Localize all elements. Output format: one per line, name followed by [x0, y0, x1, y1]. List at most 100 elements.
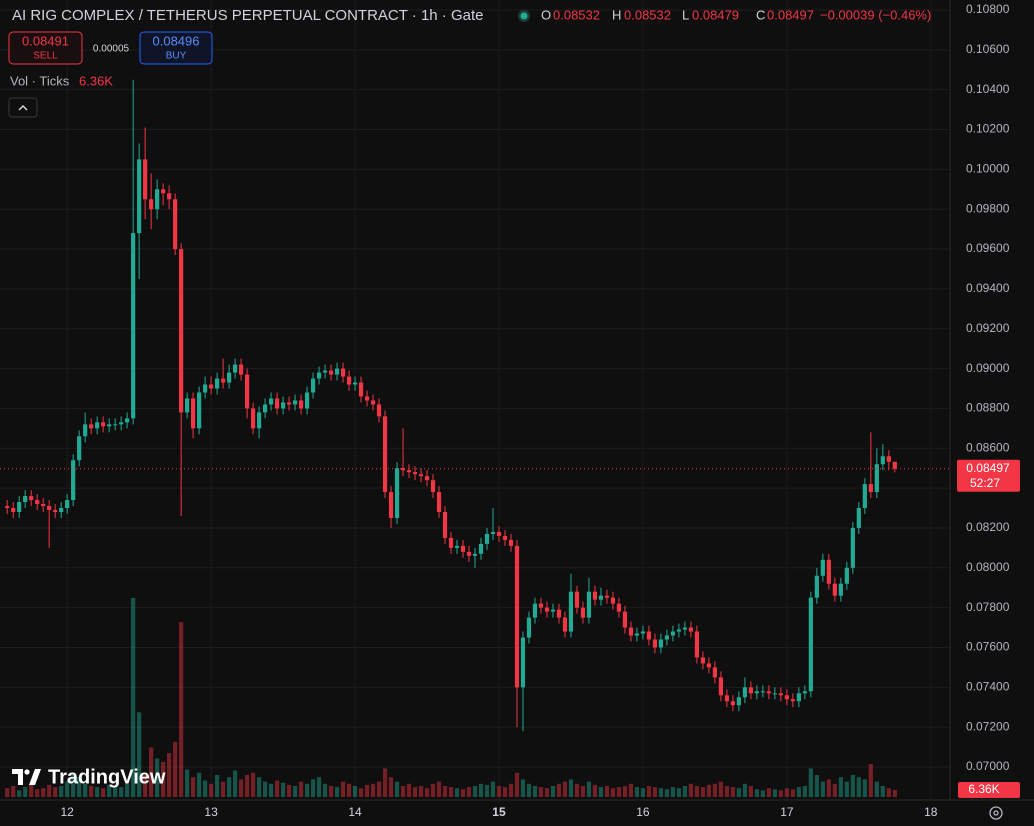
volume-bar	[862, 779, 867, 797]
volume-bar	[706, 784, 712, 797]
candle-body	[556, 609, 562, 618]
volume-bar	[814, 775, 819, 797]
volume-bar	[454, 788, 460, 797]
settings-icon	[993, 810, 999, 816]
candle-body	[334, 368, 340, 375]
volume-bar	[718, 781, 723, 797]
volume-bar	[472, 786, 478, 797]
volume-bar	[203, 780, 208, 797]
volume-bar	[448, 787, 454, 797]
volume-bar	[268, 783, 274, 797]
volume-bar	[89, 786, 94, 797]
volume-bar	[29, 783, 34, 797]
x-tick-label: 13	[204, 805, 218, 819]
volume-bar	[670, 787, 676, 797]
volume-bar	[370, 783, 376, 797]
volume-bar	[244, 775, 250, 797]
settings-button[interactable]	[989, 806, 1003, 820]
candle-body	[5, 506, 10, 509]
volume-bar	[652, 787, 658, 797]
candle-body	[370, 400, 376, 405]
candle-body	[388, 492, 394, 518]
candle-body	[652, 639, 658, 648]
candle-body	[412, 472, 418, 475]
candle-body	[376, 404, 382, 417]
volume-bar	[143, 775, 148, 797]
candle-body	[472, 553, 478, 556]
volume-bar	[352, 786, 358, 797]
volume-bar	[628, 783, 634, 797]
candle-body	[784, 695, 789, 700]
candle-body	[520, 637, 526, 688]
candle-body	[640, 631, 646, 634]
sell-price: 0.08491	[22, 33, 69, 48]
candle-body	[424, 476, 430, 481]
volume-bar	[304, 783, 310, 797]
volume-bar	[250, 772, 256, 797]
candle-body	[874, 464, 879, 493]
volume-bar	[179, 622, 184, 797]
candle-body	[167, 193, 172, 200]
volume-bar	[41, 788, 46, 797]
volume-bar	[412, 787, 418, 797]
candle-body	[430, 480, 436, 493]
candle-body	[65, 500, 70, 509]
volume-bar	[760, 790, 765, 797]
candle-body	[11, 508, 16, 513]
volume-bar	[712, 783, 717, 797]
y-tick-label: 0.09200	[966, 321, 1010, 335]
candle-body	[173, 199, 178, 250]
candle-body	[844, 567, 849, 584]
x-tick-label: 14	[348, 805, 362, 819]
volume-bar	[436, 781, 442, 797]
candle-body	[209, 384, 214, 389]
x-axis: 12 13 14 15 16 17 18	[60, 805, 937, 819]
volume-bar	[844, 781, 849, 797]
candle-body	[880, 456, 885, 465]
y-tick-label: 0.10200	[966, 122, 1010, 136]
volume-bar	[418, 786, 424, 797]
candle-body	[53, 510, 58, 513]
buy-button[interactable]	[139, 31, 213, 65]
candle-body	[406, 470, 412, 473]
candle-body	[292, 400, 298, 405]
volume-bar	[322, 783, 328, 797]
volume-bar	[868, 764, 873, 797]
candle-body	[856, 508, 861, 528]
volume-bar	[167, 753, 172, 797]
volume-bar	[316, 777, 322, 797]
candle-body	[35, 500, 40, 505]
collapse-button[interactable]	[8, 97, 38, 118]
candle-body	[664, 635, 670, 640]
buy-label: BUY	[166, 51, 187, 62]
candle-body	[89, 424, 94, 429]
volume-bar	[460, 789, 466, 797]
volume-bar	[484, 784, 490, 797]
candle-body	[706, 663, 712, 668]
volume-bar	[185, 769, 190, 797]
volume-bar	[430, 783, 436, 797]
candle-body	[436, 492, 442, 513]
volume-bar	[35, 789, 40, 797]
volume-bar	[658, 788, 664, 797]
volume-bar	[502, 787, 508, 797]
candle-body	[532, 603, 538, 618]
candle-body	[286, 402, 292, 405]
volume-bar	[95, 787, 100, 797]
sell-button[interactable]	[8, 31, 83, 65]
volume-bar	[538, 787, 544, 797]
volume-bar	[766, 788, 771, 797]
volume-bar	[568, 779, 574, 797]
candle-body	[185, 398, 190, 413]
candle-body	[736, 697, 741, 706]
volume-bar	[892, 790, 897, 797]
candle-body	[766, 691, 771, 694]
volume-bar	[262, 781, 268, 797]
volume-bar	[874, 781, 879, 797]
volume-bar	[562, 781, 568, 797]
volume-pane	[5, 597, 897, 797]
volume-bar	[784, 788, 789, 797]
ohlc-label: O	[541, 7, 551, 22]
volume-bar	[634, 787, 640, 797]
volume-bar	[227, 777, 232, 797]
